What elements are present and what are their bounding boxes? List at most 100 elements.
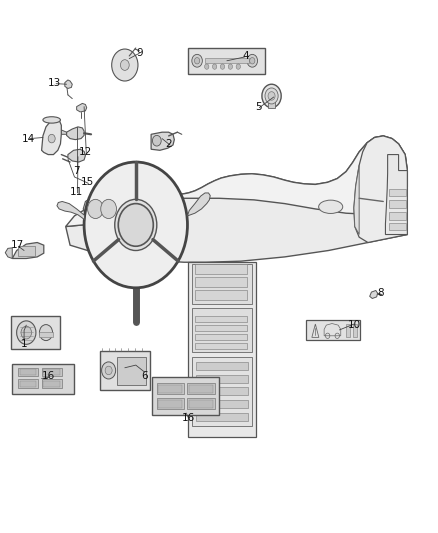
Bar (268, 97, 275, 108)
Bar (195, 277, 247, 287)
Bar (189, 400, 213, 408)
Polygon shape (65, 80, 72, 88)
Bar (189, 385, 213, 393)
Polygon shape (66, 136, 407, 262)
Bar (346, 324, 350, 337)
Circle shape (192, 54, 202, 67)
Polygon shape (68, 149, 85, 162)
Bar (205, 58, 249, 63)
Bar (389, 223, 406, 230)
Bar (389, 212, 406, 220)
Circle shape (265, 88, 278, 104)
Bar (18, 368, 38, 376)
Circle shape (21, 326, 32, 339)
Bar (195, 264, 247, 274)
Bar (389, 189, 406, 196)
Bar (192, 308, 252, 352)
Polygon shape (42, 118, 61, 155)
Polygon shape (12, 364, 74, 394)
Bar (42, 368, 62, 376)
Polygon shape (77, 103, 87, 112)
Text: 16: 16 (42, 371, 55, 381)
Text: 13: 13 (48, 78, 61, 87)
Circle shape (118, 204, 153, 246)
Polygon shape (11, 316, 60, 349)
Circle shape (220, 64, 225, 69)
Bar (195, 343, 247, 349)
Polygon shape (57, 201, 85, 220)
Ellipse shape (318, 200, 343, 214)
Bar (157, 398, 184, 409)
Text: 4: 4 (242, 51, 249, 61)
Bar (195, 290, 247, 300)
Polygon shape (152, 377, 219, 415)
Text: 12: 12 (79, 147, 92, 157)
Polygon shape (100, 351, 150, 390)
Circle shape (236, 64, 240, 69)
Text: 14: 14 (22, 134, 35, 143)
Polygon shape (385, 155, 407, 235)
Bar (117, 357, 146, 385)
Bar (158, 385, 182, 393)
Polygon shape (187, 193, 210, 216)
Circle shape (48, 134, 55, 143)
Bar (18, 246, 35, 256)
Polygon shape (188, 262, 256, 437)
Bar (187, 383, 215, 394)
Polygon shape (370, 290, 378, 298)
Text: 9: 9 (137, 49, 144, 58)
Circle shape (205, 64, 209, 69)
Circle shape (262, 84, 281, 108)
Circle shape (268, 92, 275, 100)
Bar (157, 383, 184, 394)
Bar (196, 375, 248, 383)
Bar (158, 400, 182, 408)
Circle shape (112, 49, 138, 81)
Circle shape (39, 325, 53, 341)
Text: 5: 5 (255, 102, 262, 111)
Text: 6: 6 (141, 371, 148, 381)
Bar (192, 357, 252, 426)
Circle shape (101, 199, 117, 219)
Text: 7: 7 (73, 166, 80, 175)
Ellipse shape (43, 117, 60, 123)
Polygon shape (67, 127, 84, 140)
Polygon shape (83, 196, 122, 221)
Bar (188, 48, 265, 74)
Circle shape (105, 366, 112, 375)
Bar (42, 379, 62, 388)
Bar (353, 324, 357, 337)
Bar (196, 362, 248, 370)
Circle shape (250, 58, 255, 64)
Bar (195, 325, 247, 331)
Circle shape (17, 321, 36, 344)
Circle shape (228, 64, 233, 69)
Text: 2: 2 (165, 139, 172, 149)
Text: 17: 17 (11, 240, 24, 250)
Polygon shape (306, 320, 360, 340)
Circle shape (247, 54, 258, 67)
Polygon shape (151, 132, 174, 150)
Bar (389, 200, 406, 208)
Bar (39, 332, 53, 337)
Polygon shape (354, 136, 407, 243)
Bar (20, 369, 36, 375)
Text: 8: 8 (378, 288, 385, 298)
Circle shape (115, 199, 157, 251)
Polygon shape (354, 165, 359, 235)
Bar (195, 316, 247, 322)
Polygon shape (49, 128, 67, 134)
Text: 16: 16 (182, 414, 195, 423)
Circle shape (120, 60, 129, 70)
Bar (20, 381, 36, 387)
Bar (196, 413, 248, 421)
Bar (196, 387, 248, 395)
Bar (195, 334, 247, 340)
Bar (192, 264, 252, 304)
Circle shape (88, 199, 103, 219)
Bar (18, 379, 38, 388)
Text: 15: 15 (81, 177, 94, 187)
Bar (43, 369, 60, 375)
Text: 11: 11 (70, 187, 83, 197)
Bar (187, 398, 215, 409)
